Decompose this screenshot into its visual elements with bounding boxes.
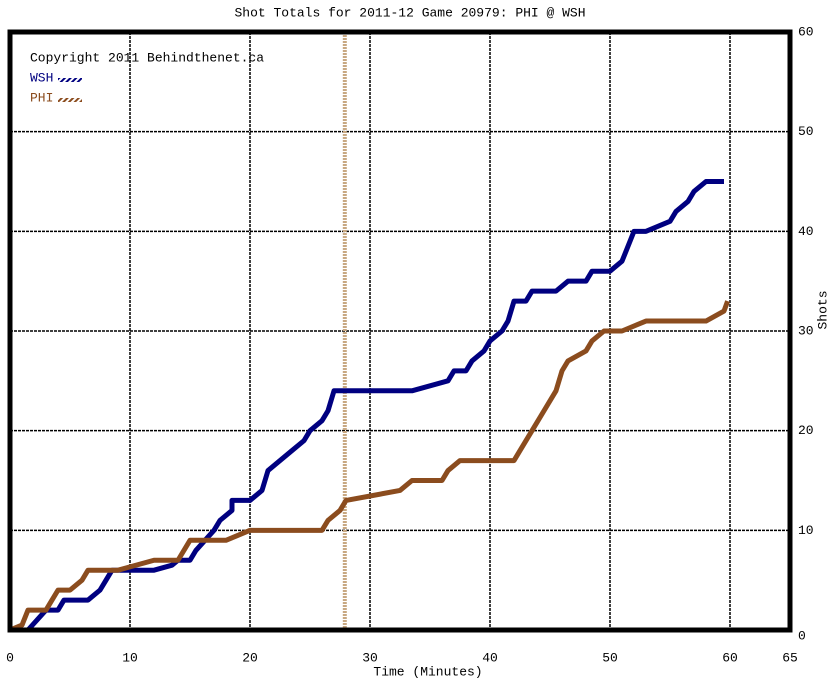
series-line [10,179,724,633]
legend-label: PHI [30,90,53,105]
x-tick-label: 30 [362,650,378,665]
y-tick-label: 30 [798,323,814,338]
legend-label: WSH [30,70,53,85]
x-tick-label: 60 [722,650,738,665]
plot-frame [7,29,793,633]
annotation: Copyright 2011 Behindthenet.ca [30,50,264,65]
x-tick-label: 0 [6,650,14,665]
x-tick-label: 50 [602,650,618,665]
y-tick-label: 50 [798,124,814,139]
series-line [9,300,730,633]
y-tick-label: 40 [798,224,814,239]
y-tick-label: 60 [798,24,814,39]
x-tick-label: 10 [122,650,138,665]
legend-swatch [58,78,82,82]
y-axis-label: Shots [815,290,830,329]
legend-swatch [58,98,82,102]
x-axis-label: Time (Minutes) [373,664,482,679]
x-tick-label: 40 [482,650,498,665]
y-tick-label: 10 [798,523,814,538]
y-tick-label: 20 [798,423,814,438]
chart-title: Shot Totals for 2011-12 Game 20979: PHI … [234,5,585,20]
y-tick-label: 0 [798,628,806,643]
x-tick-label: 65 [782,650,798,665]
x-tick-label: 20 [242,650,258,665]
